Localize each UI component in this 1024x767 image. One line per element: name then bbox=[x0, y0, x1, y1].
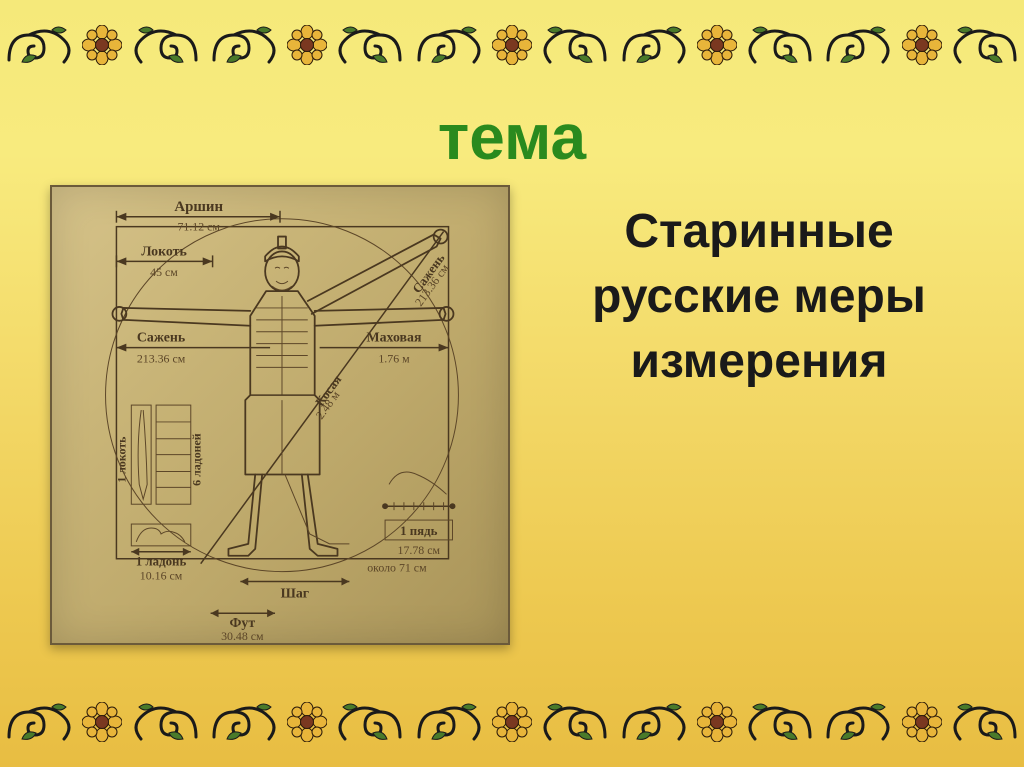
value-makhovaya: 1.76 м bbox=[378, 351, 410, 365]
decorative-border-bottom bbox=[0, 677, 1024, 767]
swirl-icon bbox=[414, 20, 484, 70]
swirl-icon bbox=[540, 697, 610, 747]
value-one-ladon: 10.16 см bbox=[140, 569, 183, 583]
flower-icon bbox=[902, 25, 942, 65]
value-sazhen: 213.36 см bbox=[137, 351, 186, 365]
note-shag: около 71 см bbox=[367, 561, 427, 575]
flower-icon bbox=[902, 702, 942, 742]
swirl-icon bbox=[950, 697, 1020, 747]
label-lokot: Локоть bbox=[141, 244, 187, 259]
swirl-icon bbox=[414, 697, 484, 747]
label-makhovaya: Маховая bbox=[367, 331, 422, 346]
label-pyad: 1 пядь bbox=[400, 524, 438, 538]
flower-icon bbox=[287, 702, 327, 742]
swirl-icon bbox=[823, 697, 893, 747]
label-sazhen: Сажень bbox=[137, 331, 185, 346]
swirl-icon bbox=[335, 20, 405, 70]
label-one-lokot: 1 локоть bbox=[114, 437, 128, 483]
label-arshin: Аршин bbox=[174, 199, 223, 215]
value-fut: 30.48 см bbox=[221, 629, 264, 643]
flower-icon bbox=[697, 25, 737, 65]
swirl-icon bbox=[540, 20, 610, 70]
swirl-icon bbox=[131, 20, 201, 70]
swirl-icon bbox=[619, 697, 689, 747]
swirl-icon bbox=[745, 697, 815, 747]
label-shag: Шаг bbox=[281, 586, 309, 601]
swirl-icon bbox=[335, 697, 405, 747]
swirl-icon bbox=[823, 20, 893, 70]
flower-icon bbox=[82, 25, 122, 65]
flower-icon bbox=[697, 702, 737, 742]
flower-icon bbox=[492, 702, 532, 742]
value-lokot: 45 см bbox=[150, 265, 178, 279]
swirl-icon bbox=[209, 20, 279, 70]
flower-icon bbox=[82, 702, 122, 742]
swirl-icon bbox=[131, 697, 201, 747]
value-pyad: 17.78 см bbox=[398, 543, 441, 557]
swirl-icon bbox=[619, 20, 689, 70]
flower-icon bbox=[492, 25, 532, 65]
swirl-icon bbox=[4, 697, 74, 747]
swirl-icon bbox=[4, 20, 74, 70]
swirl-icon bbox=[950, 20, 1020, 70]
label-six-ladoney: 6 ладоней bbox=[190, 433, 204, 486]
swirl-icon bbox=[745, 20, 815, 70]
decorative-border-top bbox=[0, 0, 1024, 90]
swirl-icon bbox=[209, 697, 279, 747]
page-title: тема bbox=[0, 100, 1024, 174]
measures-diagram: Аршин 71.12 см Локоть 45 см Сажень 213.3… bbox=[50, 185, 510, 645]
page-subtitle: Старинные русские меры измерения bbox=[534, 200, 984, 394]
label-one-ladon: 1 ладонь bbox=[136, 555, 187, 569]
flower-icon bbox=[287, 25, 327, 65]
value-arshin: 71.12 см bbox=[177, 220, 220, 234]
